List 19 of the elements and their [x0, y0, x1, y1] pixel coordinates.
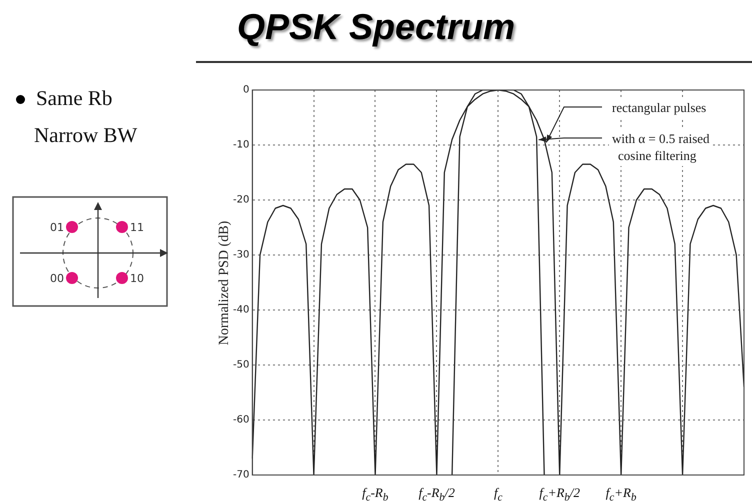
- y-tick-label: -50: [232, 360, 250, 371]
- text: rectangular pulses: [612, 100, 706, 115]
- chart-title: QPSK Spectrum: [236, 6, 516, 48]
- y-tick-label: -30: [232, 250, 250, 261]
- x-tick-label: f$_{c}$: [494, 485, 502, 501]
- y-tick-label: -10: [232, 140, 250, 151]
- y-tick-label: -40: [232, 304, 250, 316]
- text: Same Rb: [14, 86, 138, 111]
- y-tick-label: -60: [232, 414, 250, 426]
- x-tick-label: f$_{c}$-R$_{b}$: [362, 485, 388, 501]
- y-tick-label: -70: [232, 470, 250, 481]
- y-axis-title: Normalized PSD (dB): [217, 220, 233, 348]
- x-tick-label: f$_{c}$-R$_{b}$/2: [418, 485, 455, 501]
- text: Narrow BW: [34, 123, 138, 148]
- legend-label: with α = 0.5 raised cosine filtering: [612, 131, 710, 163]
- y-tick-label: -20: [232, 194, 250, 206]
- x-tick-label: f$_{c}$+R$_{b}$: [606, 485, 636, 501]
- y-tick-label: 0: [242, 84, 250, 96]
- x-tick-label: f$_{c}$+R$_{b}$/2: [539, 485, 580, 501]
